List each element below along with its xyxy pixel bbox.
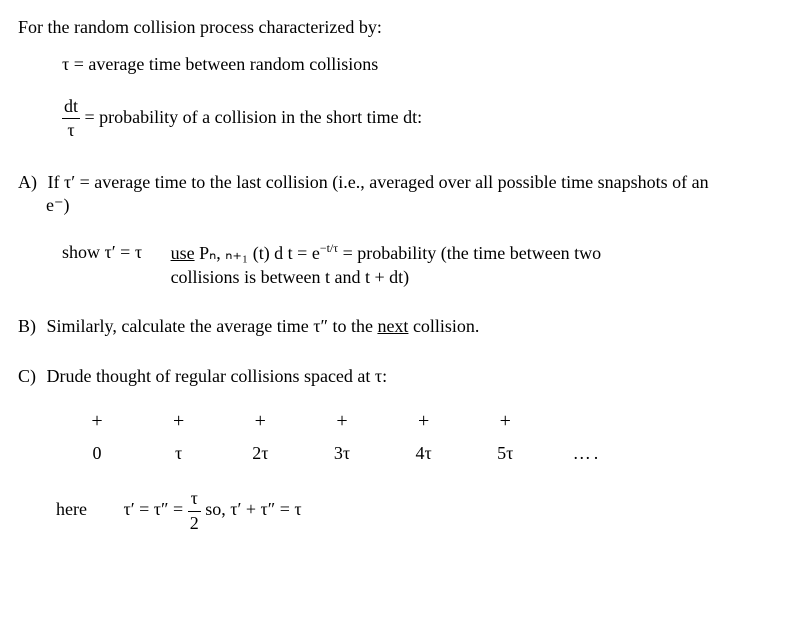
fraction-denom: τ: [62, 119, 80, 142]
dt-over-tau-line: dt τ = probability of a collision in the…: [62, 95, 790, 143]
part-c: C) Drude thought of regular collisions s…: [18, 365, 790, 388]
here-lead: here: [56, 499, 87, 519]
tick-label: 2τ: [225, 442, 295, 465]
b-text-after: collision.: [408, 316, 479, 336]
tau-definition: τ = average time between random collisio…: [62, 53, 790, 76]
a-show-lead: show τ′ = τ: [62, 242, 142, 262]
tick-label: 5τ: [470, 442, 540, 465]
tick-label: 0: [62, 442, 132, 465]
a-exp-sup: −t/τ: [320, 241, 338, 255]
fraction-dt-tau: dt τ: [62, 95, 80, 143]
tick-mark: +: [62, 408, 132, 434]
part-b: B) Similarly, calculate the average time…: [18, 315, 790, 338]
fraction-denom: 2: [188, 512, 201, 535]
a-use-expr: Pₙ, ₙ₊₁ (t) d t = e: [199, 243, 320, 263]
tick-mark: +: [144, 408, 214, 434]
fraction-tau-2: τ 2: [188, 487, 201, 535]
here-line: here τ′ = τ″ = τ 2 so, τ′ + τ″ = τ: [56, 487, 790, 535]
tick-label: 4τ: [389, 442, 459, 465]
a-show-line: show τ′ = τ use Pₙ, ₙ₊₁ (t) d t = e−t/τ …: [62, 241, 790, 289]
a-use-word: use: [171, 243, 195, 263]
tick-mark: +: [470, 408, 540, 434]
tick-mark: +: [307, 408, 377, 434]
b-text-before: Similarly, calculate the average time τ″…: [47, 316, 378, 336]
intro-line: For the random collision process charact…: [18, 16, 790, 39]
timeline-trail: ….: [552, 442, 622, 465]
b-next-underlined: next: [377, 316, 408, 336]
timeline-trail-spacer: [552, 408, 622, 434]
tick-label: τ: [144, 442, 214, 465]
a-line1: If τ′ = average time to the last collisi…: [48, 172, 709, 192]
tick-label: 3τ: [307, 442, 377, 465]
timeline-ticks: + + + + + +: [62, 408, 622, 434]
a-use-block: use Pₙ, ₙ₊₁ (t) d t = e−t/τ = probabilit…: [171, 241, 602, 289]
here-eq-right: so, τ′ + τ″ = τ: [205, 499, 301, 519]
here-eq-left: τ′ = τ″ =: [123, 499, 187, 519]
label-a: A): [18, 172, 37, 192]
prob-definition: = probability of a collision in the shor…: [85, 107, 423, 127]
tick-mark: +: [389, 408, 459, 434]
label-c: C): [18, 366, 36, 386]
a-use-line2: collisions is between t and t + dt): [171, 267, 410, 287]
a-use-after: = probability (the time between two: [343, 243, 602, 263]
fraction-num: dt: [62, 95, 80, 119]
timeline-labels: 0 τ 2τ 3τ 4τ 5τ ….: [62, 442, 622, 465]
timeline: + + + + + + 0 τ 2τ 3τ 4τ 5τ ….: [62, 408, 622, 465]
tick-mark: +: [225, 408, 295, 434]
label-b: B): [18, 316, 36, 336]
a-line2: e⁻): [46, 194, 790, 217]
part-a: A) If τ′ = average time to the last coll…: [18, 171, 790, 218]
c-text: Drude thought of regular collisions spac…: [47, 366, 388, 386]
fraction-num: τ: [188, 487, 201, 511]
